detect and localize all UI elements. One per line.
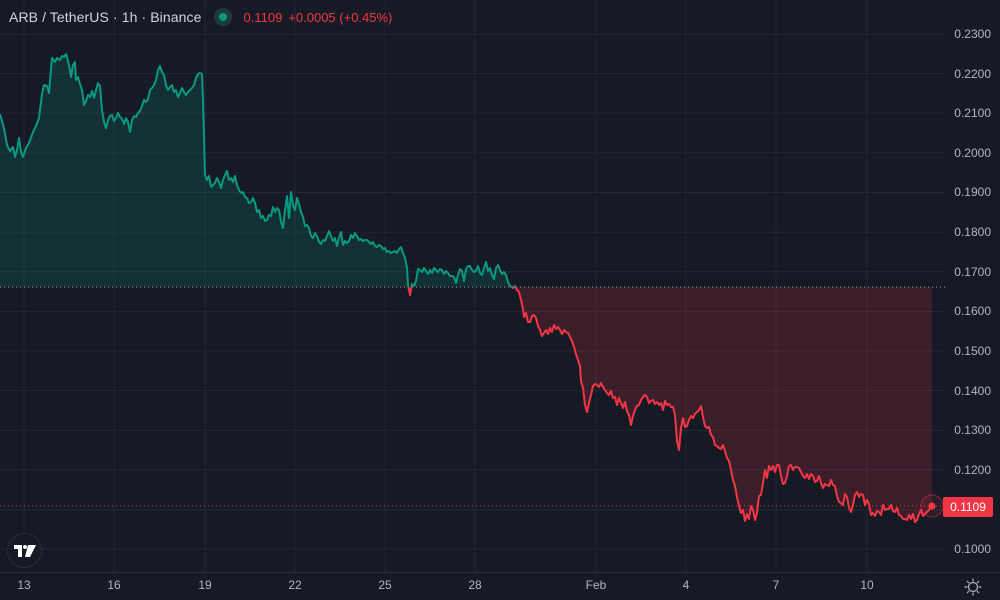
- baseline-area-down: [0, 287, 932, 522]
- last-price-tag: 0.1109: [943, 497, 993, 517]
- y-tick-label: 0.2100: [954, 106, 991, 121]
- x-tick-label: 4: [682, 578, 690, 592]
- y-tick-label: 0.1800: [954, 225, 991, 240]
- y-tick-label: 0.1000: [954, 542, 991, 557]
- price-change: +0.0005 (+0.45%): [288, 9, 393, 25]
- y-tick-label: 0.1600: [954, 304, 991, 319]
- market-status-indicator[interactable]: [213, 8, 232, 26]
- y-tick-label: 0.2200: [954, 66, 991, 81]
- y-tick-label: 0.1700: [954, 264, 991, 279]
- y-tick-label: 0.2000: [954, 145, 991, 160]
- y-tick-label: 0.1500: [954, 343, 991, 358]
- sun-gear-icon: [964, 578, 982, 596]
- symbol-legend: ARB / TetherUS · 1h · Binance 0.1109 +0.…: [9, 6, 392, 28]
- baseline-area-up: [0, 54, 516, 288]
- last-price: 0.1109: [243, 9, 283, 25]
- x-tick-label: 16: [107, 578, 121, 592]
- x-tick-label: 22: [288, 578, 302, 592]
- x-tick-label: 25: [378, 578, 392, 592]
- price-line-up: [0, 53, 517, 288]
- y-tick-label: 0.1400: [954, 383, 991, 398]
- last-point-dot: [928, 502, 936, 510]
- x-tick-label: Feb: [585, 578, 607, 592]
- chart-settings-button[interactable]: [962, 576, 984, 598]
- x-tick-label: 10: [860, 578, 874, 592]
- price-line-down: [407, 287, 933, 523]
- y-tick-label: 0.1900: [954, 185, 991, 200]
- market-open-dot-icon: [218, 13, 227, 21]
- y-tick-label: 0.1200: [954, 462, 991, 477]
- x-tick-label: 19: [198, 578, 212, 592]
- x-tick-label: 28: [468, 578, 482, 592]
- tradingview-logo-icon[interactable]: [7, 533, 42, 568]
- y-tick-label: 0.1300: [954, 423, 991, 438]
- x-tick-label: 13: [17, 578, 31, 592]
- y-tick-label: 0.2300: [954, 27, 991, 41]
- symbol-title[interactable]: ARB / TetherUS · 1h · Binance: [9, 9, 202, 25]
- x-tick-label: 7: [772, 578, 780, 592]
